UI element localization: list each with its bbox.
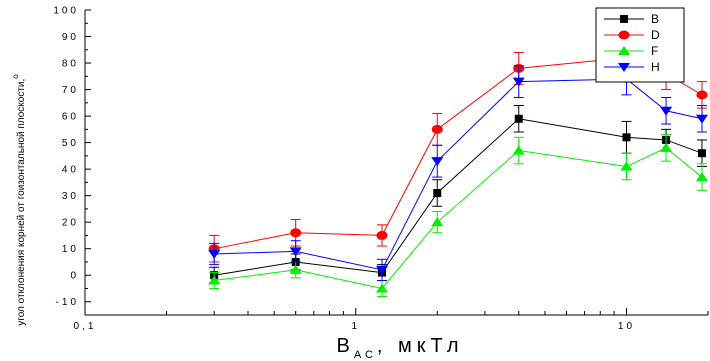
y-tick-label: 40	[62, 165, 79, 176]
y-tick-label: 30	[62, 191, 79, 202]
x-axis-label: В	[337, 335, 350, 357]
x-tick-label: 1	[351, 321, 360, 332]
y-tick-label: 70	[62, 85, 79, 96]
data-point	[622, 133, 631, 142]
data-point	[375, 283, 388, 293]
y-tick-label: 100	[53, 6, 79, 17]
data-point	[697, 149, 706, 158]
svg-text:угол отклонения корней от гоиз: угол отклонения корней от гоизонтальной …	[11, 74, 27, 326]
x-axis-title: В АС, мкТл	[337, 335, 464, 361]
legend-label: F	[651, 44, 658, 58]
series-line	[214, 78, 703, 271]
data-point	[514, 114, 523, 123]
y-tick-label: 20	[62, 218, 79, 229]
series-H	[208, 62, 708, 282]
data-point	[289, 264, 302, 274]
series-B	[209, 104, 707, 284]
legend-label: H	[651, 60, 660, 74]
data-point	[512, 77, 525, 87]
data-point	[660, 142, 673, 152]
series-F	[208, 134, 708, 297]
x-axis-unit: , мкТл	[377, 335, 464, 357]
x-axis-subscript: АС	[354, 349, 377, 361]
data-point	[433, 189, 442, 197]
data-point	[431, 157, 444, 167]
series-line	[214, 118, 703, 276]
legend-label: B	[651, 12, 659, 26]
data-point	[512, 145, 525, 155]
legend-marker	[618, 30, 630, 40]
y-tick-label: 0	[70, 271, 79, 282]
x-tick-label: 0,1	[74, 321, 97, 332]
legend-marker	[618, 63, 630, 72]
data-point	[620, 161, 633, 171]
y-axis-label: угол отклонения корней от гоизонтальной …	[16, 79, 27, 326]
data-point	[208, 250, 221, 259]
y-axis-unit: о	[11, 74, 20, 79]
legend-marker	[620, 15, 628, 23]
legend-label: D	[651, 28, 660, 42]
data-point	[695, 114, 708, 124]
data-point	[290, 228, 302, 238]
data-point	[431, 124, 443, 134]
y-tick-label: 60	[62, 112, 79, 123]
svg-text:ВАС, мкТл: В АС, мкТл	[337, 335, 464, 361]
data-point	[375, 265, 388, 275]
y-axis-title: угол отклонения корней от гоизонтальной …	[11, 74, 27, 326]
data-point	[695, 172, 708, 182]
legend-box	[595, 7, 685, 83]
data-point	[431, 217, 444, 227]
y-tick-label: 80	[62, 59, 79, 70]
data-point	[208, 275, 221, 285]
x-tick-label: 10	[618, 321, 635, 332]
plot-area	[208, 43, 708, 297]
series-line	[214, 147, 703, 290]
legend-marker	[618, 46, 630, 55]
data-point	[376, 230, 388, 240]
data-point	[660, 106, 673, 116]
y-tick-label: 50	[62, 138, 79, 149]
data-point	[289, 247, 302, 257]
y-tick-label: 10	[62, 244, 79, 255]
data-point	[696, 90, 708, 100]
y-tick-label: -10	[56, 297, 79, 308]
y-tick-label: 90	[62, 32, 79, 43]
